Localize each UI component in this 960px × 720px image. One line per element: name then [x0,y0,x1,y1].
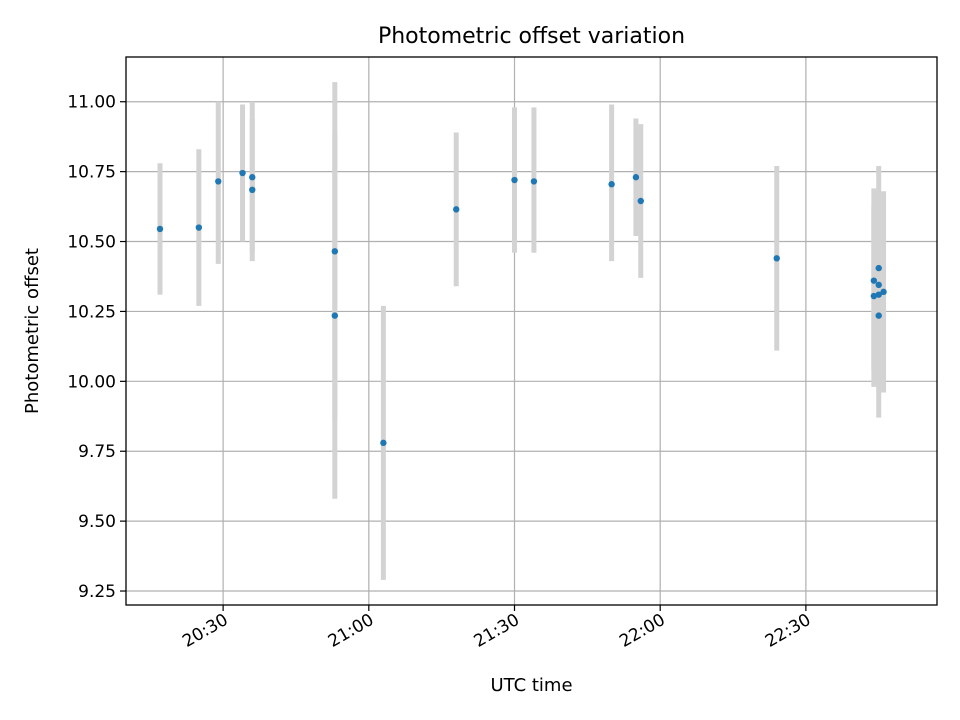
data-point [875,281,882,289]
data-point [215,178,222,185]
data-point [380,439,387,447]
y-tick-label: 11.00 [67,93,116,113]
data-point [156,225,164,233]
data-point [249,174,256,181]
data-points [156,169,887,447]
chart-title: Photometric offset variation [378,24,685,49]
data-point [870,292,878,300]
x-axis-label: UTC time [490,675,572,696]
data-point [875,264,882,272]
y-tick-label: 9.25 [78,582,116,602]
data-point [453,206,460,213]
data-point [195,224,203,231]
y-tick-label: 10.75 [67,163,116,183]
data-point [239,169,246,177]
data-point [530,178,538,185]
y-tick-label: 9.50 [78,512,116,532]
y-tick-label: 10.00 [67,372,116,392]
y-tick-label: 10.25 [67,302,116,322]
y-tick-label: 10.50 [67,233,116,253]
grid-lines [126,57,937,605]
data-point [632,174,640,181]
data-point [880,288,887,296]
data-point [331,248,339,255]
data-point [511,176,518,184]
data-point [773,255,780,262]
data-point [637,197,644,205]
y-tick-label: 9.75 [78,442,116,462]
plot-frame [125,56,938,606]
data-point [875,291,882,298]
data-point [331,312,339,319]
data-point [608,181,615,188]
data-point [249,186,256,194]
y-axis-label: Photometric offset [22,248,43,414]
data-point [870,277,878,284]
data-point [875,312,882,319]
